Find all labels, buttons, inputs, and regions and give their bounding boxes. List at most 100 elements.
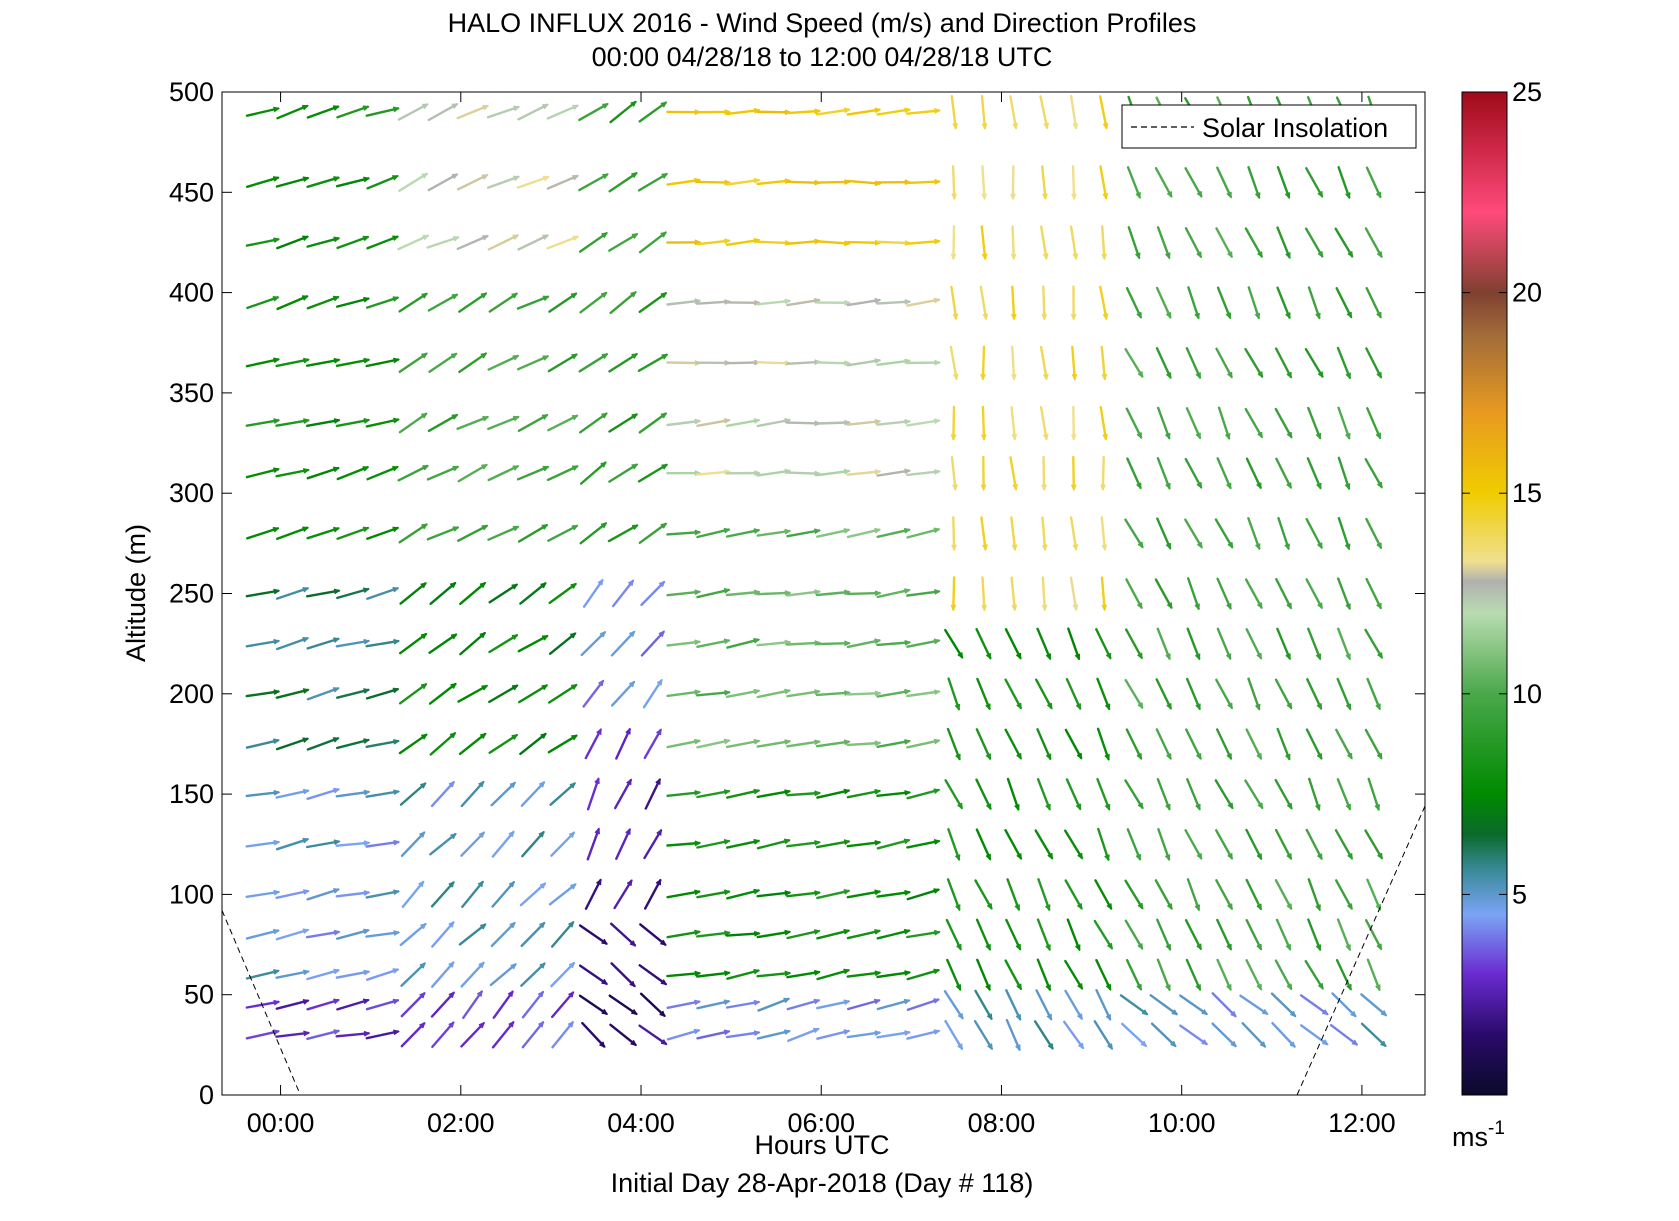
wind-vector bbox=[787, 423, 819, 424]
wind-vector bbox=[1006, 920, 1020, 949]
y-tick-label: 100 bbox=[169, 879, 214, 909]
wind-vector bbox=[667, 843, 699, 846]
wind-vector bbox=[1218, 288, 1230, 318]
wind-vector bbox=[668, 932, 700, 937]
wind-vector bbox=[493, 832, 514, 857]
wind-vector bbox=[490, 735, 517, 753]
wind-vector bbox=[430, 834, 455, 854]
wind-vector bbox=[952, 96, 956, 128]
x-tick-label: 02:00 bbox=[427, 1108, 495, 1138]
wind-vector bbox=[1187, 779, 1199, 809]
wind-vector bbox=[588, 779, 598, 809]
wind-vector bbox=[582, 1023, 604, 1046]
wind-vector bbox=[1095, 1021, 1112, 1048]
wind-vector bbox=[247, 420, 278, 425]
wind-vector bbox=[247, 842, 279, 846]
wind-vector bbox=[277, 839, 307, 849]
wind-vector bbox=[877, 421, 909, 424]
wind-vector bbox=[1158, 458, 1170, 488]
wind-vector bbox=[490, 585, 517, 602]
wind-vector bbox=[307, 420, 339, 426]
wind-vector bbox=[1038, 729, 1051, 758]
wind-vector bbox=[460, 734, 485, 754]
wind-vector bbox=[338, 237, 368, 248]
wind-vector bbox=[338, 107, 368, 118]
wind-vector bbox=[1096, 960, 1110, 989]
wind-vector bbox=[1186, 168, 1202, 196]
wind-vector bbox=[584, 580, 602, 606]
wind-vector bbox=[668, 180, 700, 185]
wind-vector bbox=[787, 300, 819, 305]
wind-vector bbox=[400, 354, 427, 372]
wind-vector bbox=[518, 356, 547, 369]
wind-vector bbox=[247, 971, 278, 979]
wind-vector bbox=[400, 735, 426, 753]
y-tick-label: 0 bbox=[199, 1080, 214, 1110]
wind-vector bbox=[1157, 920, 1170, 949]
wind-vector bbox=[848, 593, 880, 594]
wind-vector bbox=[1008, 879, 1019, 909]
wind-vector bbox=[1247, 920, 1261, 949]
wind-vector bbox=[1013, 227, 1014, 259]
wind-vector bbox=[1122, 1024, 1146, 1046]
wind-vector bbox=[247, 641, 278, 646]
wind-vector bbox=[308, 528, 339, 538]
wind-vector bbox=[1338, 779, 1350, 809]
wind-vector bbox=[848, 1000, 879, 1009]
wind-vector bbox=[584, 681, 603, 706]
wind-vector bbox=[247, 469, 278, 477]
wind-vector bbox=[758, 593, 790, 594]
wind-vector bbox=[907, 300, 938, 306]
colorbar-unit-exponent: -1 bbox=[1488, 1118, 1505, 1139]
wind-vector bbox=[430, 354, 457, 372]
wind-vector bbox=[1367, 168, 1380, 197]
wind-vector bbox=[878, 691, 910, 696]
wind-vector bbox=[1158, 629, 1170, 659]
wind-vector bbox=[697, 302, 729, 304]
wind-vector bbox=[1041, 407, 1046, 439]
wind-vector bbox=[727, 640, 758, 648]
wind-vector bbox=[1336, 730, 1351, 758]
wind-vector bbox=[759, 999, 789, 1011]
wind-vector bbox=[1337, 960, 1351, 989]
wind-vector bbox=[247, 297, 277, 308]
x-tick-label: 08:00 bbox=[968, 1108, 1036, 1138]
wind-vector bbox=[463, 992, 481, 1018]
wind-vector bbox=[1127, 288, 1141, 317]
wind-vector bbox=[518, 467, 548, 479]
wind-vector bbox=[1187, 679, 1199, 709]
wind-vector bbox=[758, 840, 789, 848]
wind-vector bbox=[1126, 579, 1141, 607]
wind-vector bbox=[1071, 96, 1076, 128]
wind-vector bbox=[552, 993, 573, 1017]
wind-vector bbox=[1245, 781, 1262, 808]
wind-vector bbox=[787, 793, 819, 795]
wind-vector bbox=[1065, 961, 1082, 988]
wind-vector bbox=[1308, 629, 1320, 659]
wind-vector bbox=[1276, 780, 1292, 808]
colorbar-unit: ms-1 bbox=[1452, 1118, 1505, 1152]
y-tick-label: 450 bbox=[169, 177, 214, 207]
wind-vector bbox=[490, 635, 517, 652]
wind-vector bbox=[697, 241, 729, 245]
wind-vector bbox=[611, 1025, 636, 1045]
wind-vector bbox=[1043, 287, 1044, 319]
wind-vector bbox=[1278, 167, 1289, 197]
wind-vector bbox=[727, 841, 758, 848]
wind-vector bbox=[951, 347, 957, 379]
wind-vector bbox=[307, 591, 339, 597]
wind-vector bbox=[520, 734, 545, 754]
wind-vector bbox=[1247, 730, 1261, 759]
wind-vector bbox=[551, 784, 575, 805]
wind-vector bbox=[787, 643, 819, 645]
wind-vector bbox=[549, 736, 576, 753]
wind-vector bbox=[1103, 457, 1104, 489]
wind-vector bbox=[1276, 579, 1291, 608]
wind-vector bbox=[983, 407, 984, 439]
wind-vector bbox=[581, 293, 607, 312]
wind-vector bbox=[432, 883, 453, 907]
wind-vector bbox=[697, 933, 729, 937]
wind-vector bbox=[1216, 680, 1232, 708]
wind-vector bbox=[277, 638, 307, 649]
